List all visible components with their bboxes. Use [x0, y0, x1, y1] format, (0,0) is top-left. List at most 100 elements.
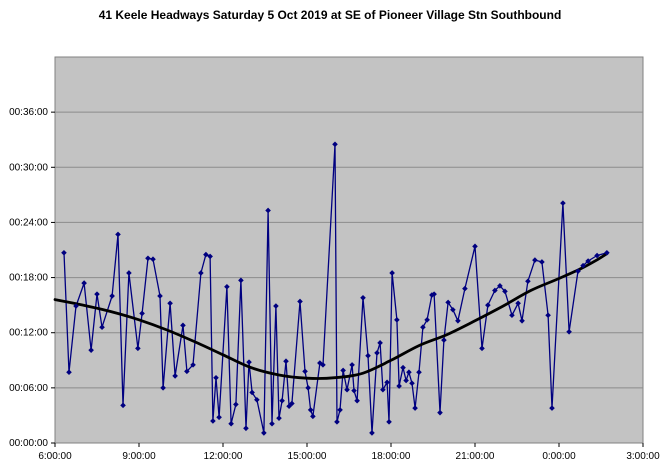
data-point-marker: [332, 141, 338, 148]
x-tick-label: 9:00:00: [122, 451, 156, 462]
data-point-marker: [431, 291, 437, 297]
data-point-marker: [157, 293, 163, 299]
data-point-marker: [320, 362, 326, 368]
y-tick-label: 00:24:00: [9, 217, 48, 228]
data-point-marker: [502, 288, 508, 295]
data-point-marker: [497, 283, 503, 289]
data-point-marker: [594, 252, 600, 259]
data-point-marker: [585, 258, 591, 264]
headway-series-markers: [61, 141, 610, 436]
data-point-marker: [249, 389, 255, 396]
y-tick-label: 00:36:00: [9, 107, 48, 118]
data-point-marker: [254, 397, 260, 403]
data-point-marker: [365, 352, 371, 359]
data-point-marker: [172, 373, 178, 379]
data-point-marker: [351, 387, 357, 394]
headway-series-line: [63, 143, 608, 434]
data-point-marker: [210, 418, 216, 424]
data-point-marker: [485, 302, 491, 308]
data-point-marker: [560, 200, 566, 206]
data-point-marker: [190, 362, 196, 368]
data-point-marker: [228, 420, 234, 427]
data-point-marker: [441, 337, 447, 343]
data-point-marker: [310, 413, 316, 420]
data-point-marker: [203, 251, 209, 258]
data-point-marker: [126, 270, 132, 276]
data-point-marker: [180, 322, 186, 329]
data-point-marker: [472, 243, 478, 250]
data-point-marker: [81, 280, 87, 286]
data-point-marker: [412, 405, 418, 411]
data-point-marker: [243, 425, 249, 432]
x-tick-label: 18:00:00: [372, 451, 411, 462]
data-point-marker: [99, 324, 105, 330]
data-point-marker: [492, 287, 498, 294]
data-point-marker: [302, 368, 308, 375]
data-point-marker: [340, 367, 346, 374]
data-point-marker: [286, 403, 292, 410]
data-point-marker: [261, 430, 267, 436]
data-point-marker: [539, 259, 545, 265]
data-point-marker: [462, 285, 468, 292]
data-point-marker: [61, 249, 67, 256]
data-point-marker: [604, 249, 610, 256]
data-point-marker: [283, 358, 289, 365]
data-point-marker: [575, 268, 581, 274]
data-point-marker: [139, 310, 145, 317]
data-point-marker: [317, 360, 323, 366]
data-point-marker: [289, 400, 295, 407]
data-point-marker: [305, 385, 311, 391]
x-tick-label: 0:00:00: [542, 451, 576, 462]
x-tick-label: 3:00:00: [626, 451, 660, 462]
y-tick-label: 00:06:00: [9, 383, 48, 394]
data-point-marker: [416, 369, 422, 376]
data-point-marker: [509, 312, 515, 319]
data-point-marker: [160, 385, 166, 391]
data-point-marker: [279, 397, 285, 404]
data-point-marker: [360, 294, 366, 301]
data-point-marker: [184, 368, 190, 375]
data-point-marker: [207, 253, 213, 260]
data-point-marker: [409, 380, 415, 387]
data-point-marker: [420, 324, 426, 330]
data-point-marker: [150, 256, 156, 262]
data-point-marker: [525, 278, 531, 285]
data-point-marker: [532, 257, 538, 263]
data-point-marker: [265, 207, 271, 214]
y-tick-label: 00:18:00: [9, 273, 48, 284]
data-point-marker: [389, 270, 395, 276]
data-point-marker: [307, 407, 314, 413]
x-tick-label: 6:00:00: [38, 451, 72, 462]
data-point-marker: [519, 317, 525, 324]
data-point-marker: [400, 364, 406, 371]
trend-line: [53, 252, 609, 380]
data-point-marker: [73, 303, 79, 309]
data-point-marker: [198, 270, 204, 276]
y-tick-label: 00:12:00: [9, 328, 48, 339]
data-point-marker: [167, 300, 173, 307]
x-tick-label: 12:00:00: [204, 451, 243, 462]
y-tick-label: 00:00:00: [9, 438, 48, 449]
data-point-marker: [349, 362, 355, 368]
data-point-marker: [135, 345, 141, 352]
x-tick-label: 15:00:00: [288, 451, 327, 462]
data-point-marker: [216, 414, 222, 421]
data-point-marker: [145, 255, 151, 262]
data-point-marker: [386, 419, 392, 425]
plot-area: [54, 56, 644, 444]
data-point-marker: [213, 374, 219, 381]
data-point-marker: [394, 317, 400, 323]
data-point-marker: [337, 407, 343, 413]
data-point-marker: [109, 293, 115, 299]
data-point-marker: [297, 298, 303, 305]
data-point-marker: [515, 300, 521, 307]
data-point-marker: [450, 306, 456, 313]
data-point-marker: [545, 312, 551, 319]
data-point-marker: [269, 420, 275, 427]
data-point-marker: [384, 379, 390, 386]
data-point-marker: [120, 402, 126, 409]
data-point-marker: [424, 317, 430, 323]
data-point-marker: [276, 415, 282, 421]
data-point-marker: [354, 397, 360, 404]
